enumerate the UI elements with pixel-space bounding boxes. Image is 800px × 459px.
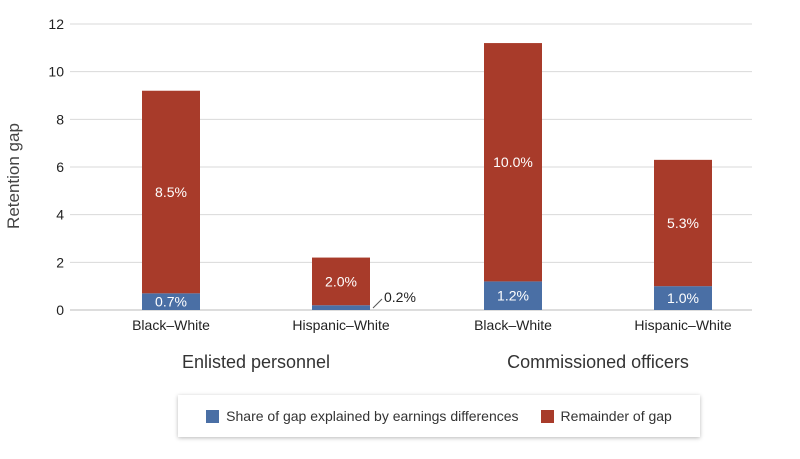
y-tick-label: 0: [56, 302, 64, 318]
x-category-label: Black–White: [474, 317, 552, 333]
data-label-explained: 1.2%: [497, 288, 529, 304]
legend-item-explained: Share of gap explained by earnings diffe…: [206, 408, 519, 424]
bar-remainder: [142, 90, 200, 294]
data-label-remainder: 2.0%: [325, 273, 357, 289]
legend: Share of gap explained by earnings diffe…: [178, 395, 700, 437]
bar-explained: [654, 286, 712, 310]
group-label: Commissioned officers: [507, 352, 689, 372]
data-label-remainder: 8.5%: [155, 184, 187, 200]
bars: 8.5% 0.7% 2.0% 0.2% 10.0% 1.2% 5.3% 1.0%: [142, 43, 712, 310]
y-tick-label: 6: [56, 159, 64, 175]
group-labels: Enlisted personnel Commissioned officers: [182, 352, 689, 372]
data-label-explained: 0.2%: [384, 289, 416, 305]
legend-swatch-remainder: [540, 409, 554, 423]
y-tick-label: 12: [48, 16, 64, 32]
bar-explained: [142, 293, 200, 310]
y-tick-label: 10: [48, 64, 64, 80]
bar-remainder: [484, 43, 542, 282]
bar-remainder: [312, 257, 370, 306]
data-label-remainder: 5.3%: [667, 215, 699, 231]
legend-label-remainder: Remainder of gap: [560, 408, 672, 424]
y-tick-label: 2: [56, 254, 64, 270]
y-tick-label: 4: [56, 207, 64, 223]
bar-explained: [484, 281, 542, 310]
data-label-explained: 0.7%: [155, 294, 187, 310]
bar-remainder: [654, 159, 712, 287]
legend-label-explained: Share of gap explained by earnings diffe…: [226, 408, 519, 424]
data-label-explained: 1.0%: [667, 290, 699, 306]
group-label: Enlisted personnel: [182, 352, 330, 372]
category-labels: Black–White Hispanic–White Black–White Hisp…: [132, 317, 732, 333]
data-label-remainder: 10.0%: [493, 154, 533, 170]
data-label-leader: [372, 298, 383, 309]
legend-item-remainder: Remainder of gap: [540, 408, 672, 424]
y-axis-label: Retention gap: [4, 123, 23, 229]
bar-explained: [312, 305, 370, 310]
y-axis-ticks: 0 2 4 6 8 10 12: [48, 16, 64, 318]
x-category-label: Black–White: [132, 317, 210, 333]
legend-swatch-explained: [206, 409, 220, 423]
y-tick-label: 8: [56, 111, 64, 127]
x-category-label: Hispanic–White: [292, 317, 389, 333]
x-category-label: Hispanic–White: [634, 317, 731, 333]
